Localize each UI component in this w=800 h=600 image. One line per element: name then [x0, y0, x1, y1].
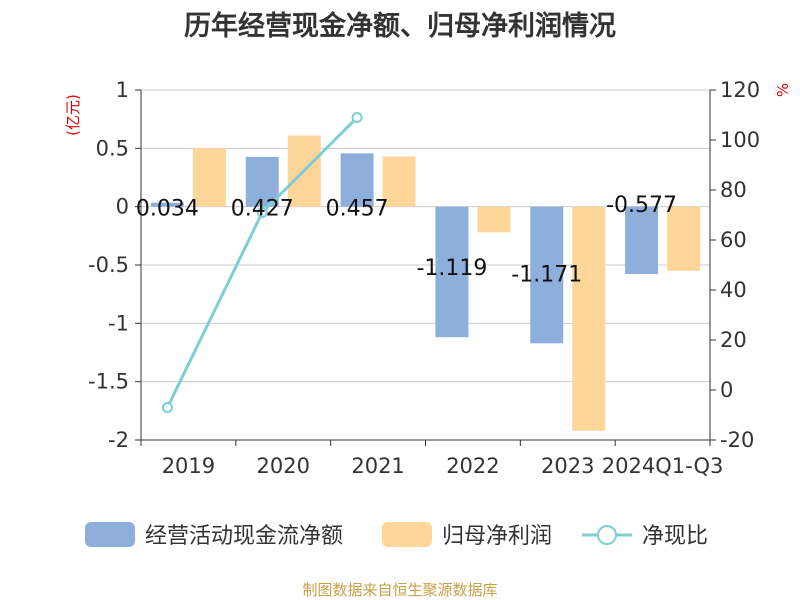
data-labels: 0.034 0.427 0.457 -1.119 -1.171 -0.577: [136, 193, 677, 287]
legend-item-netprofit[interactable]: 归母净利润: [382, 522, 552, 549]
ratio-point: [351, 112, 363, 123]
y-right-tick-label: -20: [720, 428, 754, 452]
bar-cashflow: [625, 206, 659, 274]
legend-item-ratio[interactable]: 净现比: [582, 524, 708, 549]
y-right-tick-label: 0: [720, 378, 733, 402]
legend: 经营活动现金流净额 归母净利润 净现比: [85, 522, 708, 549]
legend-label-ratio: 净现比: [642, 524, 708, 549]
data-label-cashflow: -0.577: [606, 193, 677, 218]
bar-cashflow: [435, 206, 469, 338]
y-left-tick-label: -2: [108, 428, 129, 452]
y-right-tick-label: 20: [720, 328, 747, 352]
bar-cashflow: [340, 153, 374, 207]
data-source: 制图数据来自恒生聚源数据库: [302, 581, 497, 599]
y-right-tick-label: 120: [720, 78, 760, 102]
x-tick-label: 2021: [351, 454, 404, 478]
y-right-tick-label: 100: [720, 128, 760, 152]
x-tick-label: 2022: [446, 454, 499, 478]
y-left-tick-label: 0.5: [96, 136, 129, 160]
bar-netprofit: [572, 206, 606, 431]
bar-cashflow: [530, 206, 564, 344]
x-tick-label: 2019: [162, 454, 215, 478]
y-left-tick-label: 1: [116, 78, 129, 102]
bar-netprofit: [192, 148, 226, 207]
y-right-tick-label: 60: [720, 228, 747, 252]
data-label-cashflow: 0.034: [136, 197, 199, 222]
y-right-tick-label: 40: [720, 278, 747, 302]
x-tick-label: 2024Q1-Q3: [602, 454, 724, 478]
legend-item-cashflow[interactable]: 经营活动现金流净额: [85, 522, 343, 549]
ratio-line-layer: [161, 112, 363, 413]
bar-cashflow: [150, 202, 184, 207]
data-label-cashflow: -1.119: [416, 256, 487, 281]
legend-marker-ratio-icon: [597, 525, 617, 545]
axes: 1 0.5 0 -0.5 -1 -1.5 -2 120 100 80 60 40 20 0 -20 2019 2…: [88, 78, 760, 478]
y-left-unit: (亿元): [64, 94, 82, 136]
y-right-tick-label: 80: [720, 178, 747, 202]
y-right-unit: %: [774, 83, 792, 97]
bar-cashflow: [245, 156, 279, 207]
bars: [150, 135, 701, 431]
data-label-cashflow: 0.427: [231, 197, 294, 222]
bar-netprofit: [382, 156, 416, 207]
legend-label-netprofit: 归母净利润: [442, 524, 552, 549]
y-left-tick-label: 0: [116, 195, 129, 219]
ratio-point: [161, 402, 173, 413]
bar-netprofit: [667, 206, 701, 271]
y-left-tick-label: -1: [108, 311, 129, 335]
legend-swatch-netprofit: [382, 522, 432, 547]
data-label-cashflow: -1.171: [511, 262, 582, 287]
ratio-point: [256, 207, 268, 218]
legend-swatch-cashflow: [85, 522, 135, 547]
chart-title: 历年经营现金净额、归母净利润情况: [184, 10, 616, 42]
x-tick-label: 2023: [541, 454, 594, 478]
legend-label-cashflow: 经营活动现金流净额: [145, 524, 343, 549]
y-left-tick-label: -1.5: [88, 370, 129, 394]
y-left-tick-label: -0.5: [88, 253, 129, 277]
data-label-cashflow: 0.457: [326, 197, 389, 222]
bar-netprofit: [477, 206, 511, 233]
x-tick-label: 2020: [257, 454, 310, 478]
